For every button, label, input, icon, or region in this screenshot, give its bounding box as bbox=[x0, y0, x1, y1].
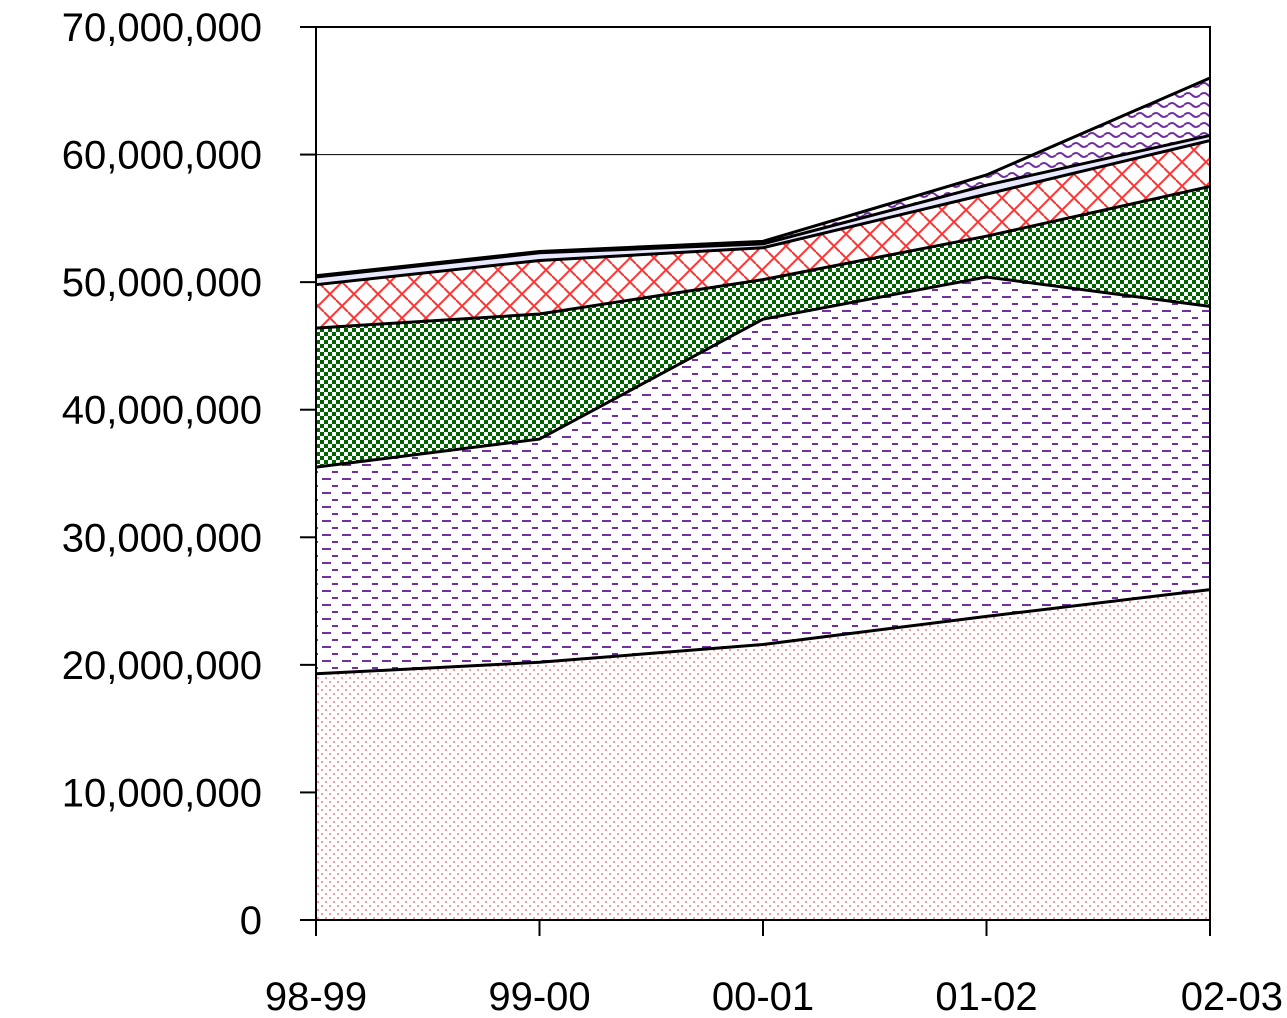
x-tick-label: 98-99 bbox=[265, 975, 367, 1018]
series-line-4 bbox=[315, 139, 1211, 287]
y-axis-tick-labels: 0 10,000,000 20,000,000 30,000,000 40,000,00… bbox=[62, 6, 262, 943]
x-tick-label: 00-01 bbox=[712, 975, 814, 1018]
series-line-3 bbox=[315, 185, 1211, 330]
series-line-6 bbox=[315, 76, 1211, 278]
y-tick-label: 30,000,000 bbox=[62, 516, 262, 560]
x-axis-tick-labels: 98-99 99-00 00-01 01-02 02-03 bbox=[265, 975, 1283, 1018]
y-tick-label: 50,000,000 bbox=[62, 261, 262, 305]
series-area-3 bbox=[316, 186, 1210, 468]
series-boundary-lines bbox=[315, 76, 1211, 676]
series-line-2 bbox=[315, 275, 1211, 469]
y-tick-label: 40,000,000 bbox=[62, 389, 262, 433]
y-tick-label: 0 bbox=[240, 899, 262, 943]
x-tick-label: 01-02 bbox=[935, 975, 1037, 1018]
series-area-1 bbox=[316, 589, 1210, 920]
x-tick-label: 99-00 bbox=[488, 975, 590, 1018]
y-tick-label: 20,000,000 bbox=[62, 644, 262, 688]
series-line-1 bbox=[315, 588, 1211, 676]
axes bbox=[300, 26, 1211, 936]
y-tick-label: 70,000,000 bbox=[62, 6, 262, 50]
series-area-2 bbox=[316, 277, 1210, 674]
series-area-5 bbox=[316, 135, 1210, 285]
y-tick-label: 10,000,000 bbox=[62, 771, 262, 815]
y-tick-label: 60,000,000 bbox=[62, 134, 262, 178]
series-areas bbox=[316, 78, 1210, 920]
series-area-4 bbox=[316, 140, 1210, 329]
x-tick-label: 02-03 bbox=[1181, 975, 1283, 1018]
